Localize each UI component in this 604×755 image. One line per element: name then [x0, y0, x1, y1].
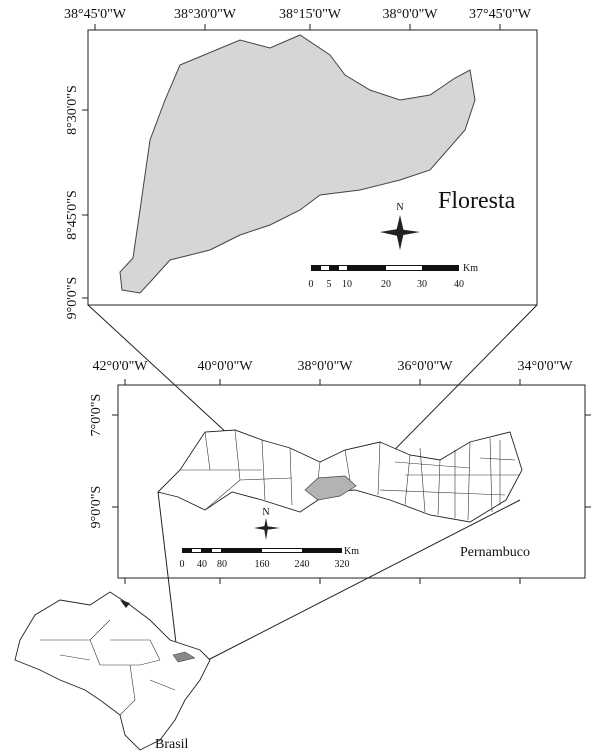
- place-name: Brasil: [155, 737, 189, 752]
- frame: [117, 384, 586, 579]
- lat-label: 7°0'0"S: [89, 394, 104, 437]
- scale-label: 30: [417, 279, 427, 290]
- connector: [157, 491, 179, 661]
- lat-label: 8°30'0"S: [65, 85, 80, 135]
- lon-label: 38°0'0"W: [297, 359, 353, 374]
- scale-label: 40: [197, 559, 207, 570]
- lon-label: 37°45'0"W: [469, 7, 532, 22]
- lon-label: 38°30'0"W: [174, 7, 237, 22]
- north-arrow: [380, 215, 420, 250]
- scale-label: 5: [327, 279, 332, 290]
- lat-label: 9°0'0"S: [65, 277, 80, 320]
- scale-label: 0: [180, 559, 185, 570]
- scale-label: 40: [454, 279, 464, 290]
- ticks: [112, 379, 591, 584]
- scale-unit: Km: [344, 546, 359, 557]
- scale-label: 160: [255, 559, 270, 570]
- lon-label: 40°0'0"W: [197, 359, 253, 374]
- scale-unit: Km: [463, 263, 478, 274]
- scale-label: 240: [295, 559, 310, 570]
- lon-label: 36°0'0"W: [397, 359, 453, 374]
- scale-label: 80: [217, 559, 227, 570]
- lon-label: 42°0'0"W: [92, 359, 148, 374]
- lon-label: 34°0'0"W: [517, 359, 573, 374]
- scale-bar: [311, 265, 459, 271]
- scale-label: 0: [309, 279, 314, 290]
- frame: [87, 29, 538, 306]
- lat-label: 9°0'0"S: [89, 486, 104, 529]
- scale-label: 10: [342, 279, 352, 290]
- brazil-map: [14, 591, 211, 751]
- scale-label: 320: [335, 559, 350, 570]
- lat-label: 8°45'0"S: [65, 190, 80, 240]
- pernambuco-map: [157, 429, 523, 523]
- connector: [207, 499, 521, 661]
- lon-label: 38°45'0"W: [64, 7, 127, 22]
- north-arrow: [254, 518, 280, 540]
- place-name: Floresta: [438, 188, 516, 214]
- north-label: N: [262, 507, 269, 518]
- ticks: [82, 24, 501, 299]
- place-name: Pernambuco: [460, 545, 530, 560]
- scale-bar: [182, 548, 342, 553]
- lon-label: 38°15'0"W: [279, 7, 342, 22]
- floresta-area: [119, 34, 476, 294]
- north-label: N: [396, 202, 403, 213]
- lon-label: 38°0'0"W: [382, 7, 438, 22]
- scale-label: 20: [381, 279, 391, 290]
